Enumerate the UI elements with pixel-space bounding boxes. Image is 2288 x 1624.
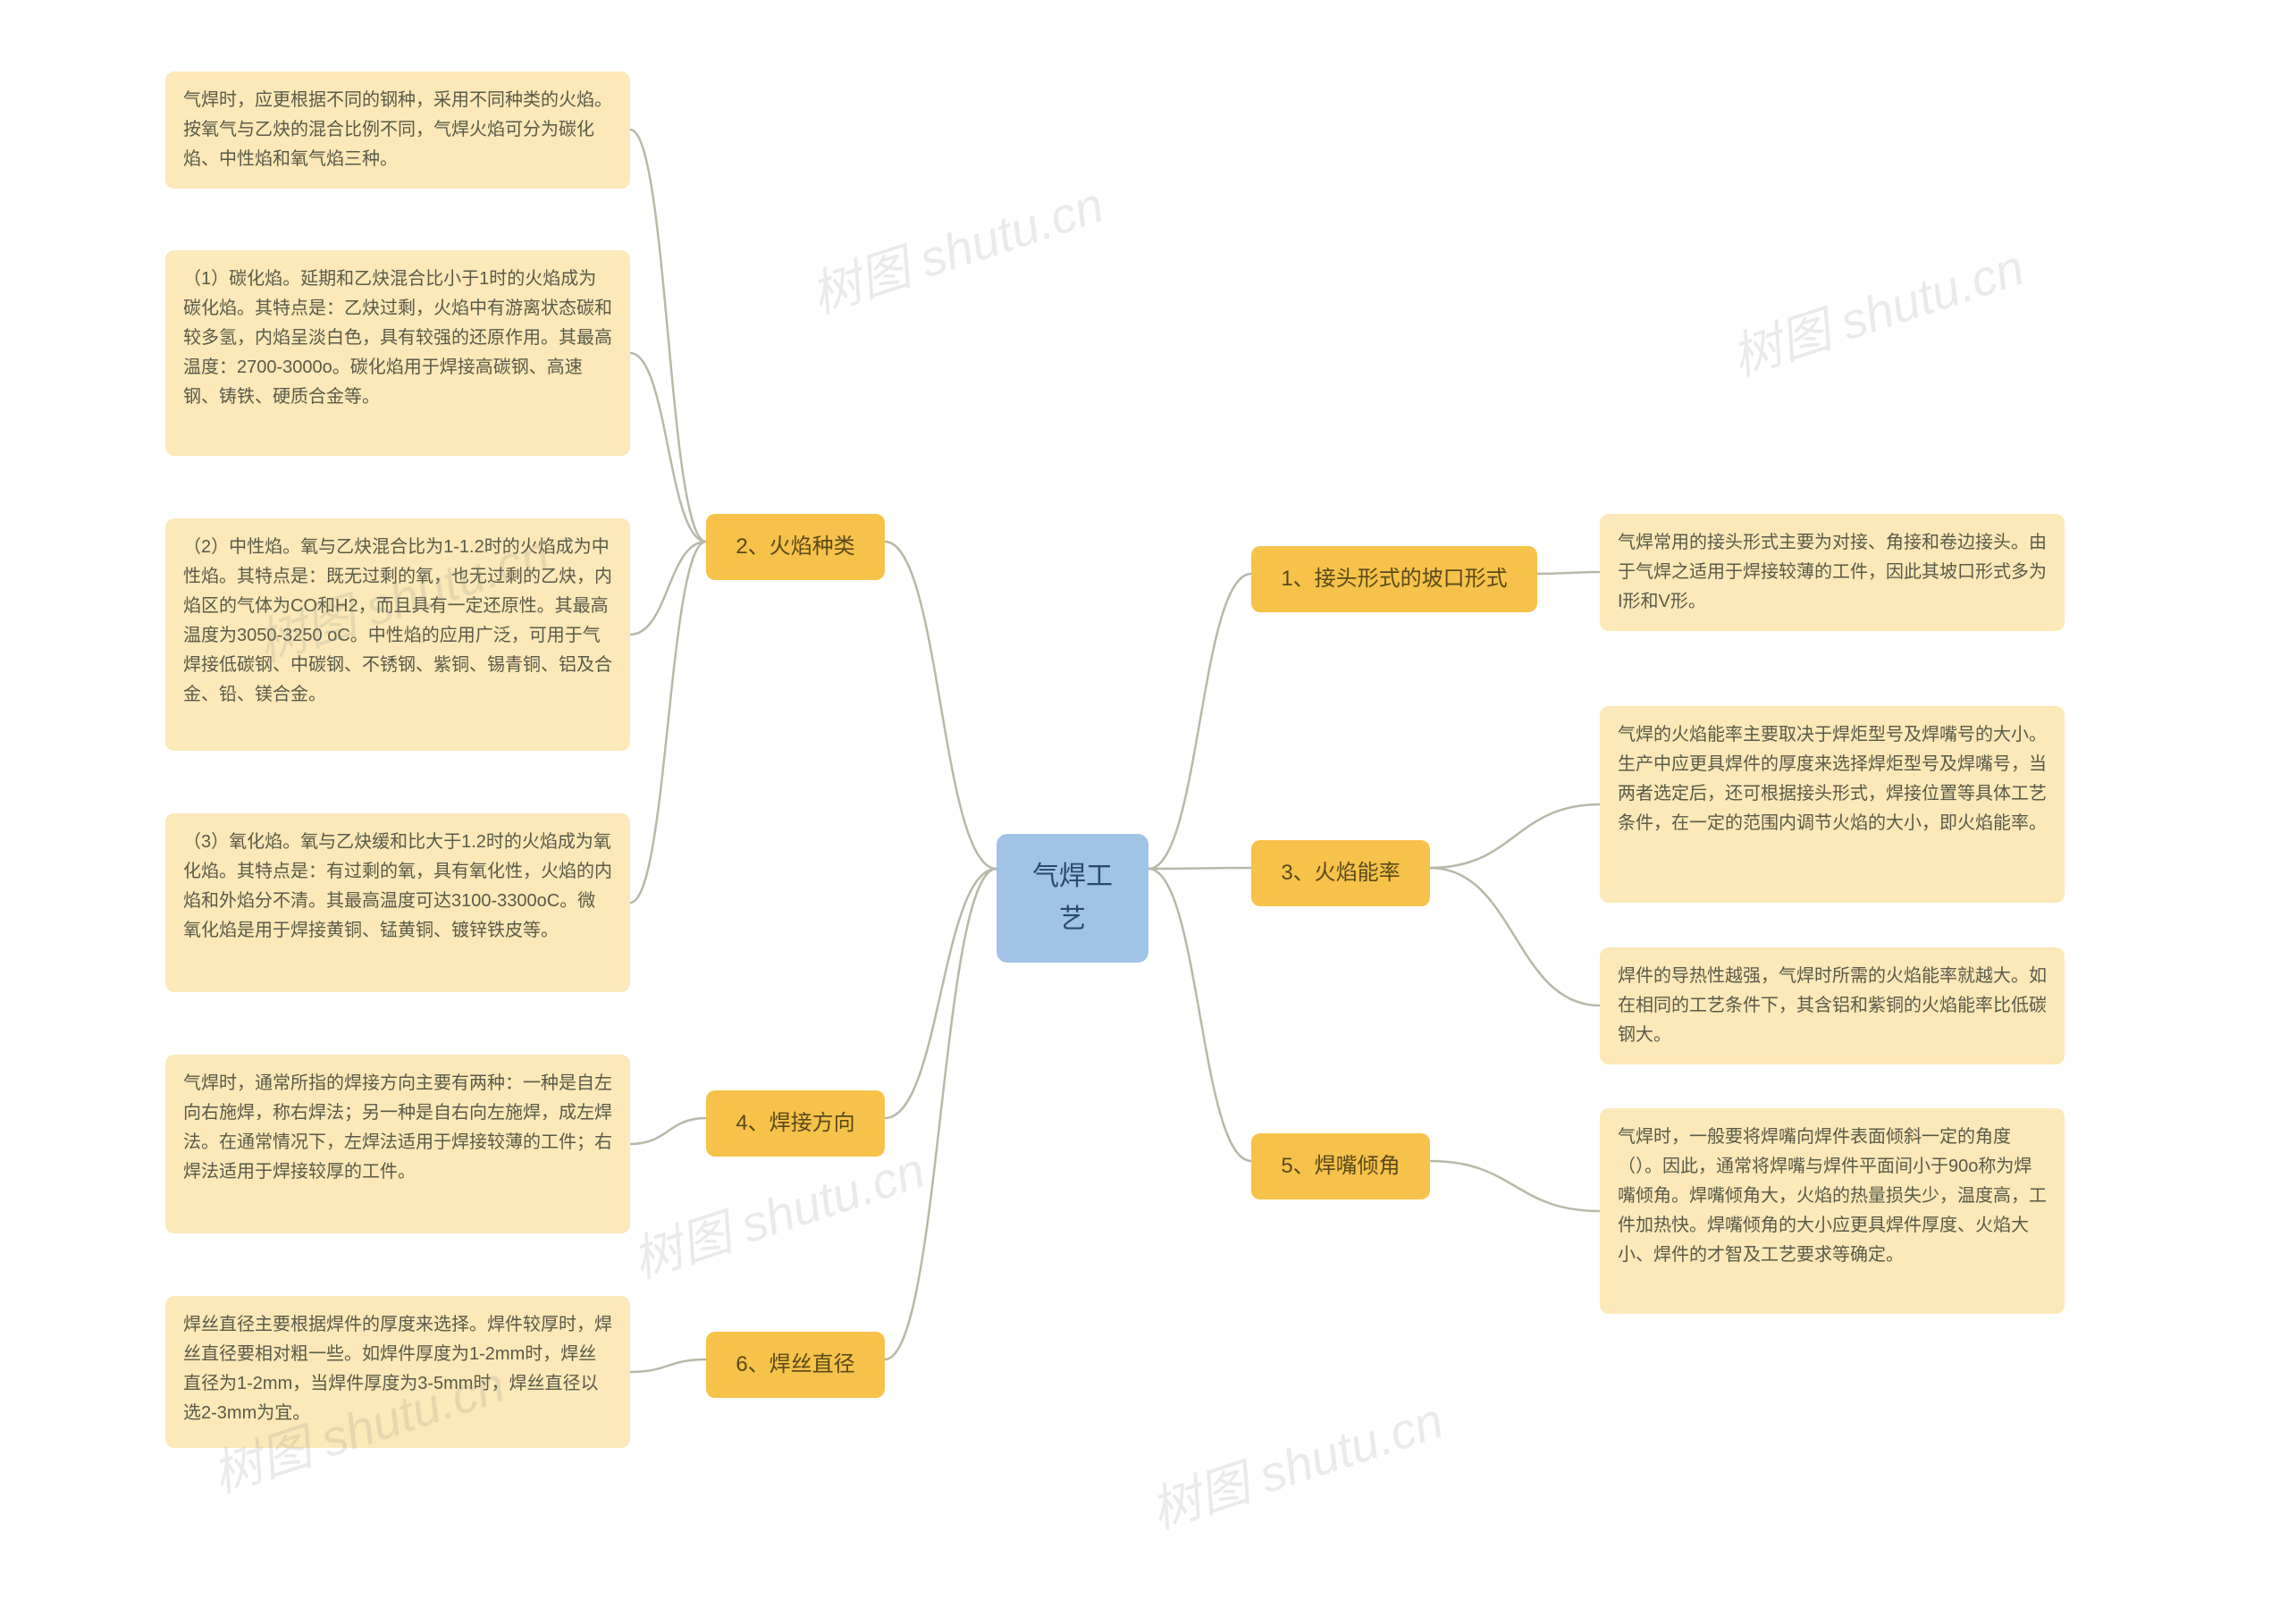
root-node[interactable]: 气焊工艺 <box>997 834 1148 963</box>
leaf-text: （1）碳化焰。延期和乙炔混合比小于1时的火焰成为碳化焰。其特点是：乙炔过剩，火焰… <box>183 269 612 407</box>
branch-label: 1、接头形式的坡口形式 <box>1281 567 1507 591</box>
watermark: 树图 shutu.cn <box>801 165 1112 328</box>
watermark: 树图 shutu.cn <box>1140 1381 1451 1544</box>
leaf-text: 气焊时，通常所指的焊接方向主要有两种：一种是自左向右施焊，称右焊法；另一种是自右… <box>183 1073 612 1182</box>
branch-label: 4、焊接方向 <box>736 1111 854 1135</box>
leaf-text: （3）氧化焰。氧与乙炔缓和比大于1.2时的火焰成为氧化焰。其特点是：有过剩的氧，… <box>183 832 612 940</box>
branch-label: 6、焊丝直径 <box>736 1352 854 1376</box>
branch-2[interactable]: 2、火焰种类 <box>706 514 885 580</box>
leaf-text: 焊件的导热性越强，气焊时所需的火焰能率就越大。如在相同的工艺条件下，其含铝和紫铜… <box>1618 966 2047 1045</box>
leaf-text: 气焊常用的接头形式主要为对接、角接和卷边接头。由于气焊之适用于焊接较薄的工件，因… <box>1618 533 2047 611</box>
leaf-3-2[interactable]: 焊件的导热性越强，气焊时所需的火焰能率就越大。如在相同的工艺条件下，其含铝和紫铜… <box>1600 947 2065 1064</box>
branch-6[interactable]: 6、焊丝直径 <box>706 1332 885 1398</box>
root-label: 气焊工艺 <box>1032 862 1113 934</box>
branch-3[interactable]: 3、火焰能率 <box>1251 840 1430 906</box>
leaf-6-1[interactable]: 焊丝直径主要根据焊件的厚度来选择。焊件较厚时，焊丝直径要相对粗一些。如焊件厚度为… <box>165 1296 630 1448</box>
branch-label: 5、焊嘴倾角 <box>1281 1154 1400 1178</box>
branch-label: 2、火焰种类 <box>736 534 854 559</box>
watermark: 树图 shutu.cn <box>1721 228 2032 391</box>
leaf-2-2[interactable]: （1）碳化焰。延期和乙炔混合比小于1时的火焰成为碳化焰。其特点是：乙炔过剩，火焰… <box>165 250 630 456</box>
branch-1[interactable]: 1、接头形式的坡口形式 <box>1251 546 1537 612</box>
leaf-2-1[interactable]: 气焊时，应更根据不同的钢种，采用不同种类的火焰。按氧气与乙炔的混合比例不同，气焊… <box>165 72 630 189</box>
leaf-1-1[interactable]: 气焊常用的接头形式主要为对接、角接和卷边接头。由于气焊之适用于焊接较薄的工件，因… <box>1600 514 2065 631</box>
leaf-text: （2）中性焰。氧与乙炔混合比为1-1.2时的火焰成为中性焰。其特点是：既无过剩的… <box>183 537 612 704</box>
leaf-text: 气焊时，应更根据不同的钢种，采用不同种类的火焰。按氧气与乙炔的混合比例不同，气焊… <box>183 90 612 169</box>
leaf-2-4[interactable]: （3）氧化焰。氧与乙炔缓和比大于1.2时的火焰成为氧化焰。其特点是：有过剩的氧，… <box>165 813 630 992</box>
leaf-4-1[interactable]: 气焊时，通常所指的焊接方向主要有两种：一种是自左向右施焊，称右焊法；另一种是自右… <box>165 1055 630 1233</box>
leaf-3-1[interactable]: 气焊的火焰能率主要取决于焊炬型号及焊嘴号的大小。生产中应更具焊件的厚度来选择焊炬… <box>1600 706 2065 903</box>
leaf-5-1[interactable]: 气焊时，一般要将焊嘴向焊件表面倾斜一定的角度（）。因此，通常将焊嘴与焊件平面间小… <box>1600 1108 2065 1314</box>
branch-4[interactable]: 4、焊接方向 <box>706 1090 885 1157</box>
leaf-text: 气焊时，一般要将焊嘴向焊件表面倾斜一定的角度（）。因此，通常将焊嘴与焊件平面间小… <box>1618 1127 2047 1265</box>
branch-label: 3、火焰能率 <box>1281 861 1400 885</box>
leaf-text: 焊丝直径主要根据焊件的厚度来选择。焊件较厚时，焊丝直径要相对粗一些。如焊件厚度为… <box>183 1315 612 1423</box>
leaf-text: 气焊的火焰能率主要取决于焊炬型号及焊嘴号的大小。生产中应更具焊件的厚度来选择焊炬… <box>1618 725 2047 833</box>
branch-5[interactable]: 5、焊嘴倾角 <box>1251 1133 1430 1199</box>
leaf-2-3[interactable]: （2）中性焰。氧与乙炔混合比为1-1.2时的火焰成为中性焰。其特点是：既无过剩的… <box>165 518 630 751</box>
